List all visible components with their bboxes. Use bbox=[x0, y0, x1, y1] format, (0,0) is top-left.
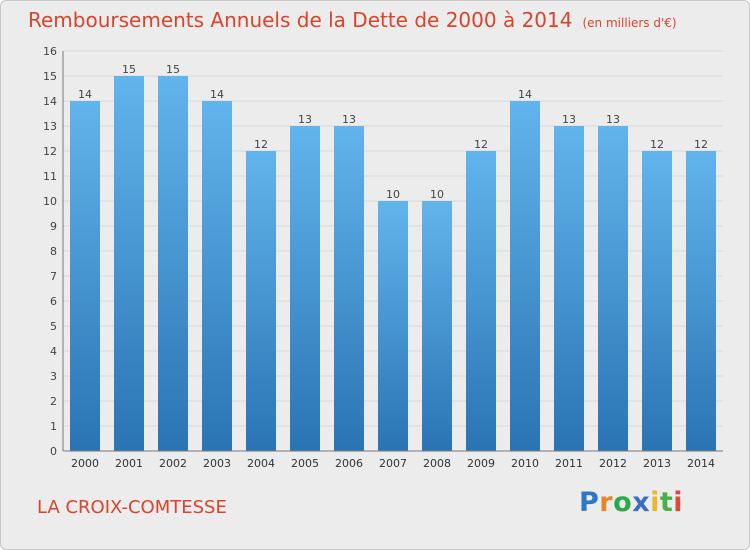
commune-name: LA CROIX-COMTESSE bbox=[37, 497, 227, 518]
data-label: 15 bbox=[122, 63, 136, 76]
data-label: 12 bbox=[474, 138, 488, 151]
x-tick-label: 2013 bbox=[643, 457, 671, 470]
y-tick-label: 15 bbox=[43, 70, 57, 83]
x-tick-label: 2003 bbox=[203, 457, 231, 470]
x-tick-label: 2012 bbox=[599, 457, 627, 470]
y-tick-label: 0 bbox=[50, 445, 57, 458]
y-tick-label: 3 bbox=[50, 370, 57, 383]
bar bbox=[290, 126, 320, 451]
bar bbox=[378, 201, 408, 451]
logo-letter: i bbox=[650, 487, 660, 518]
data-label: 15 bbox=[166, 63, 180, 76]
bar bbox=[554, 126, 584, 451]
x-tick-label: 2008 bbox=[423, 457, 451, 470]
data-label: 10 bbox=[386, 188, 400, 201]
bar bbox=[642, 151, 672, 451]
x-tick-label: 2006 bbox=[335, 457, 363, 470]
y-tick-label: 7 bbox=[50, 270, 57, 283]
x-tick-label: 2002 bbox=[159, 457, 187, 470]
x-tick-label: 2000 bbox=[71, 457, 99, 470]
y-tick-label: 5 bbox=[50, 320, 57, 333]
y-tick-label: 1 bbox=[50, 420, 57, 433]
labels: 0123456789101112131415161420001520011520… bbox=[43, 45, 715, 470]
x-tick-label: 2005 bbox=[291, 457, 319, 470]
y-tick-label: 10 bbox=[43, 195, 57, 208]
x-tick-label: 2001 bbox=[115, 457, 143, 470]
bar bbox=[246, 151, 276, 451]
logo-letter: P bbox=[579, 487, 600, 518]
logo-letter: r bbox=[599, 487, 614, 518]
y-tick-label: 13 bbox=[43, 120, 57, 133]
bar bbox=[466, 151, 496, 451]
data-label: 10 bbox=[430, 188, 444, 201]
x-tick-label: 2009 bbox=[467, 457, 495, 470]
y-tick-label: 8 bbox=[50, 245, 57, 258]
data-label: 13 bbox=[298, 113, 312, 126]
x-tick-label: 2007 bbox=[379, 457, 407, 470]
data-label: 13 bbox=[342, 113, 356, 126]
chart-subtitle: (en milliers d'€) bbox=[582, 16, 677, 30]
y-tick-label: 2 bbox=[50, 395, 57, 408]
y-tick-label: 4 bbox=[50, 345, 57, 358]
bar bbox=[422, 201, 452, 451]
data-label: 12 bbox=[650, 138, 664, 151]
x-tick-label: 2004 bbox=[247, 457, 275, 470]
y-tick-label: 9 bbox=[50, 220, 57, 233]
data-label: 14 bbox=[518, 88, 532, 101]
bar bbox=[510, 101, 540, 451]
logo-letter: x bbox=[632, 487, 651, 518]
bar bbox=[158, 76, 188, 451]
y-tick-label: 6 bbox=[50, 295, 57, 308]
data-label: 12 bbox=[694, 138, 708, 151]
logo-letter: t bbox=[659, 487, 674, 518]
chart-title-text: Remboursements Annuels de la Dette de 20… bbox=[28, 8, 573, 32]
proxiti-logo: Proxiti bbox=[579, 487, 683, 518]
y-tick-label: 14 bbox=[43, 95, 57, 108]
data-label: 14 bbox=[210, 88, 224, 101]
bar bbox=[202, 101, 232, 451]
bar bbox=[114, 76, 144, 451]
data-label: 12 bbox=[254, 138, 268, 151]
data-label: 13 bbox=[562, 113, 576, 126]
x-tick-label: 2010 bbox=[511, 457, 539, 470]
bar bbox=[334, 126, 364, 451]
bar bbox=[70, 101, 100, 451]
bars bbox=[70, 76, 716, 451]
axes bbox=[62, 51, 723, 452]
logo-letter: o bbox=[613, 487, 633, 518]
logo-letter: i bbox=[673, 487, 684, 518]
y-tick-label: 11 bbox=[43, 170, 57, 183]
bar bbox=[598, 126, 628, 451]
data-label: 14 bbox=[78, 88, 92, 101]
x-tick-label: 2014 bbox=[687, 457, 715, 470]
bar bbox=[686, 151, 716, 451]
y-tick-label: 16 bbox=[43, 45, 57, 58]
chart-title: Remboursements Annuels de la Dette de 20… bbox=[28, 8, 677, 32]
y-tick-label: 12 bbox=[43, 145, 57, 158]
x-tick-label: 2011 bbox=[555, 457, 583, 470]
data-label: 13 bbox=[606, 113, 620, 126]
